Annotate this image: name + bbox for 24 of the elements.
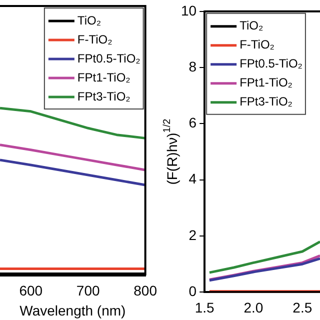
y-tick-label: 6 [188, 114, 197, 131]
legend-label: F-TiO₂ [77, 32, 113, 46]
legend-label: FPt3-TiO₂ [77, 89, 131, 104]
legend-label: FPt0.5-TiO₂ [77, 51, 141, 66]
y-tick-label: 4 [188, 170, 197, 187]
legend-label: FPt1-TiO₂ [77, 70, 131, 84]
y-tick-label: 8 [188, 58, 197, 74]
legend-label: TiO₂ [77, 13, 102, 28]
legend-label: TiO₂ [240, 18, 264, 33]
legend-label: F-TiO₂ [240, 38, 275, 52]
y-tick-label: 10 [180, 2, 197, 18]
legend-label: FPt3-TiO₂ [240, 94, 293, 109]
legend-label: FPt1-TiO₂ [240, 76, 293, 90]
x-tick-label: 1.5 [194, 299, 215, 316]
y-tick-label: 0 [188, 283, 197, 300]
x-tick-label: 700 [76, 282, 100, 299]
y-tick-label: 2 [188, 226, 197, 243]
x-tick-label: 800 [134, 282, 158, 299]
x-tick-label: 2.0 [244, 299, 264, 316]
y-axis-title: (F(R)hν)1/2 [162, 118, 180, 185]
legend-label: FPt0.5-TiO₂ [240, 56, 303, 71]
x-axis-title: Wavelength (nm) [20, 302, 126, 318]
x-tick-label: 600 [19, 282, 43, 299]
x-tick-label: 2.5 [292, 299, 312, 316]
